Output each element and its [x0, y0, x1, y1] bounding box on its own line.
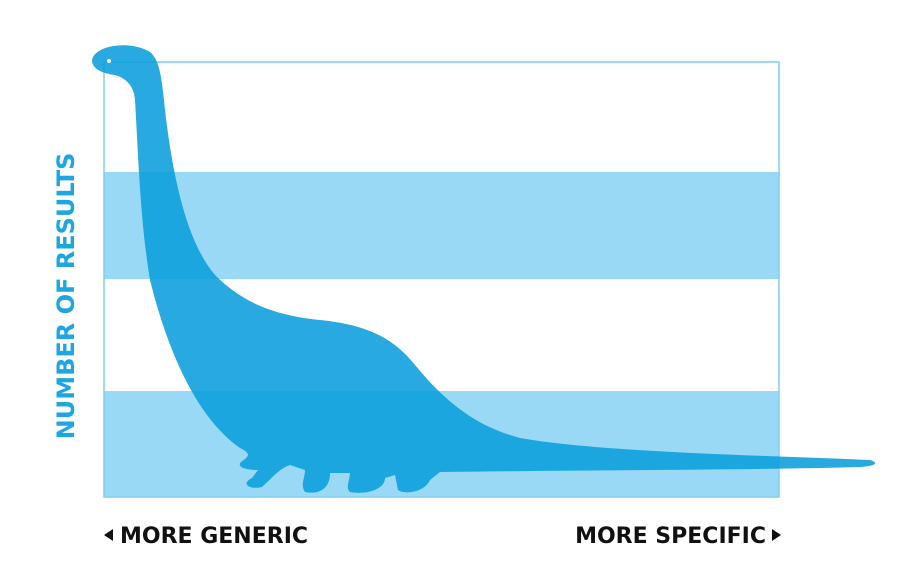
right-arrow	[772, 529, 781, 541]
band	[104, 172, 779, 279]
x-axis-right-label: MORE SPECIFIC	[575, 524, 766, 549]
eye	[107, 59, 111, 63]
dinosaur	[92, 45, 876, 493]
x-axis-left-label: MORE GENERIC	[120, 524, 308, 549]
y-axis-label: NUMBER OF RESULTS	[52, 153, 80, 440]
left-arrow	[104, 529, 113, 541]
frame	[103, 61, 780, 498]
